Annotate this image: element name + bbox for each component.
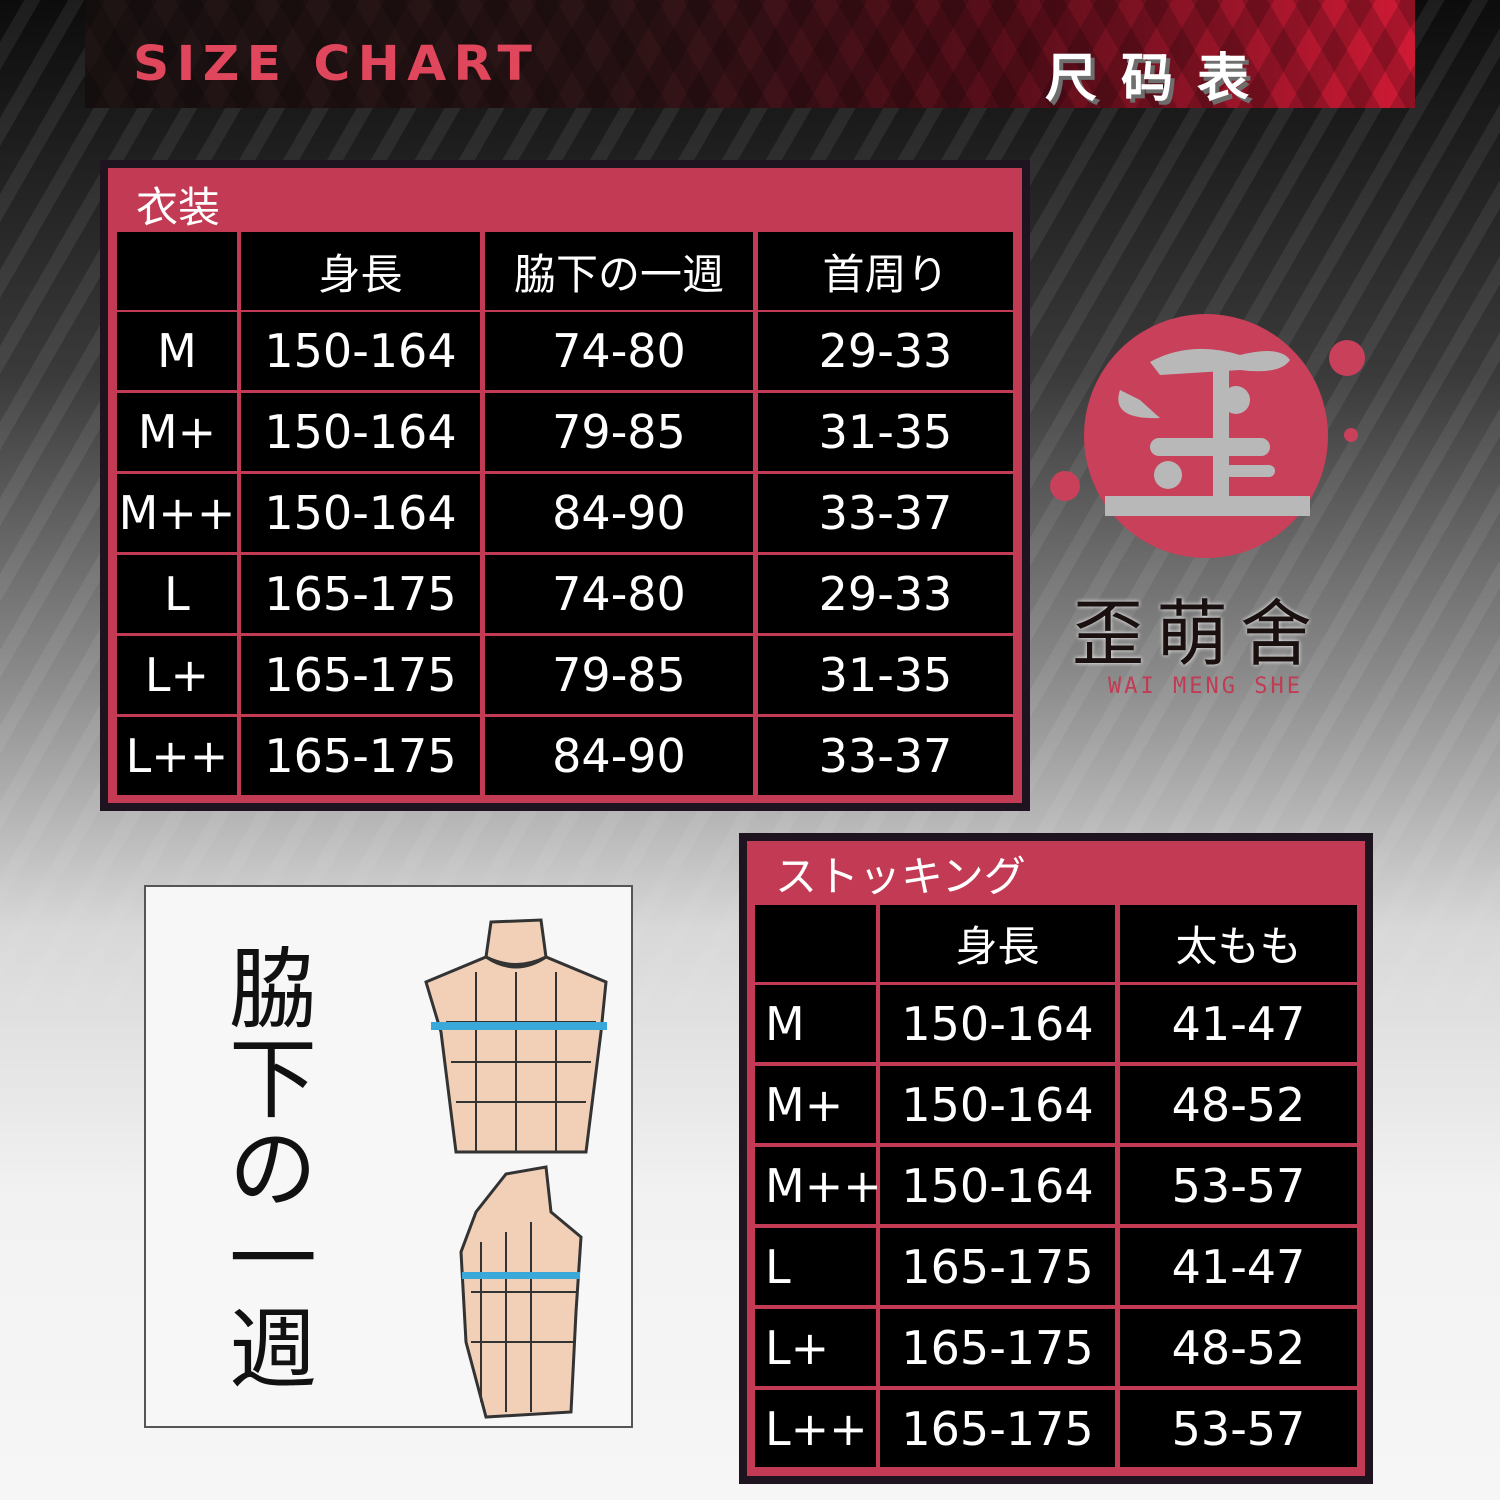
brand-name-cn: 歪萌舍 xyxy=(1072,592,1325,676)
torso-illustration-icon xyxy=(424,918,608,1419)
table-cell: 165-175 xyxy=(241,717,480,795)
table-cell: 29-33 xyxy=(758,312,1013,390)
header-cell: 首周り xyxy=(758,232,1013,310)
header-cell xyxy=(117,232,237,310)
table-cell: 84-90 xyxy=(485,474,753,552)
table-cell: 84-90 xyxy=(485,717,753,795)
table-cell: 41-47 xyxy=(1120,985,1357,1062)
table-cell: 165-175 xyxy=(880,1228,1115,1305)
table-cell: 150-164 xyxy=(880,1066,1115,1143)
table-cell: 33-37 xyxy=(758,474,1013,552)
table-cell: 31-35 xyxy=(758,636,1013,714)
table-cell: 79-85 xyxy=(485,393,753,471)
table-cell: L+ xyxy=(117,636,237,714)
stocking-size-table: ストッキング 身長 太もも M 150-164 41-47 M+ 150-164 48-52 M… xyxy=(739,833,1373,1484)
header-cell xyxy=(755,905,876,982)
table-cell: 165-175 xyxy=(880,1309,1115,1386)
table-cell: L xyxy=(755,1228,876,1305)
table-cell: M++ xyxy=(117,474,237,552)
table-cell: L+ xyxy=(755,1309,876,1386)
stocking-table-title: ストッキング xyxy=(775,852,1026,901)
table-cell: 150-164 xyxy=(241,474,480,552)
table-cell: 41-47 xyxy=(1120,1228,1357,1305)
table-cell: M xyxy=(117,312,237,390)
header-cell: 太もも xyxy=(1120,905,1357,982)
table-cell: 79-85 xyxy=(485,636,753,714)
table-cell: 165-175 xyxy=(241,555,480,633)
costume-table-title: 衣装 xyxy=(136,183,221,232)
header-cell: 身長 xyxy=(241,232,480,310)
table-cell: 165-175 xyxy=(880,1390,1115,1467)
table-cell: M++ xyxy=(755,1147,882,1224)
table-cell: L++ xyxy=(755,1390,876,1467)
table-cell: 48-52 xyxy=(1120,1309,1357,1386)
table-cell: L xyxy=(117,555,237,633)
table-cell: 150-164 xyxy=(241,312,480,390)
table-cell: 150-164 xyxy=(880,1147,1115,1224)
table-cell: M xyxy=(755,985,876,1062)
header-cell: 身長 xyxy=(880,905,1115,982)
table-cell: 53-57 xyxy=(1120,1147,1357,1224)
title-cn: 尺码表 xyxy=(1045,49,1274,109)
table-cell: M+ xyxy=(755,1066,876,1143)
table-cell: 53-57 xyxy=(1120,1390,1357,1467)
table-cell: 29-33 xyxy=(758,555,1013,633)
table-cell: 150-164 xyxy=(241,393,480,471)
header-banner: SIZE CHART 尺码表 xyxy=(85,0,1415,109)
diagram-label: 脇下の一週 xyxy=(228,938,317,1401)
costume-size-table: 衣装 身長 脇下の一週 首周り M 150-164 74-80 29-33 M+ 150-164… xyxy=(100,160,1030,811)
table-cell: 31-35 xyxy=(758,393,1013,471)
table-cell: 48-52 xyxy=(1120,1066,1357,1143)
table-cell: 74-80 xyxy=(485,555,753,633)
header-cell: 脇下の一週 xyxy=(485,232,753,310)
table-cell: 150-164 xyxy=(880,985,1115,1062)
logo-mark-icon xyxy=(1050,314,1365,558)
brand-logo xyxy=(1040,300,1380,710)
table-cell: 74-80 xyxy=(485,312,753,390)
brand-name-en: WAI MENG SHE xyxy=(1108,674,1303,699)
table-cell: L++ xyxy=(117,717,237,795)
measurement-diagram: 脇下の一週 xyxy=(144,885,633,1428)
table-cell: M+ xyxy=(117,393,237,471)
table-cell: 33-37 xyxy=(758,717,1013,795)
table-cell: 165-175 xyxy=(241,636,480,714)
title-en: SIZE CHART xyxy=(133,36,540,92)
